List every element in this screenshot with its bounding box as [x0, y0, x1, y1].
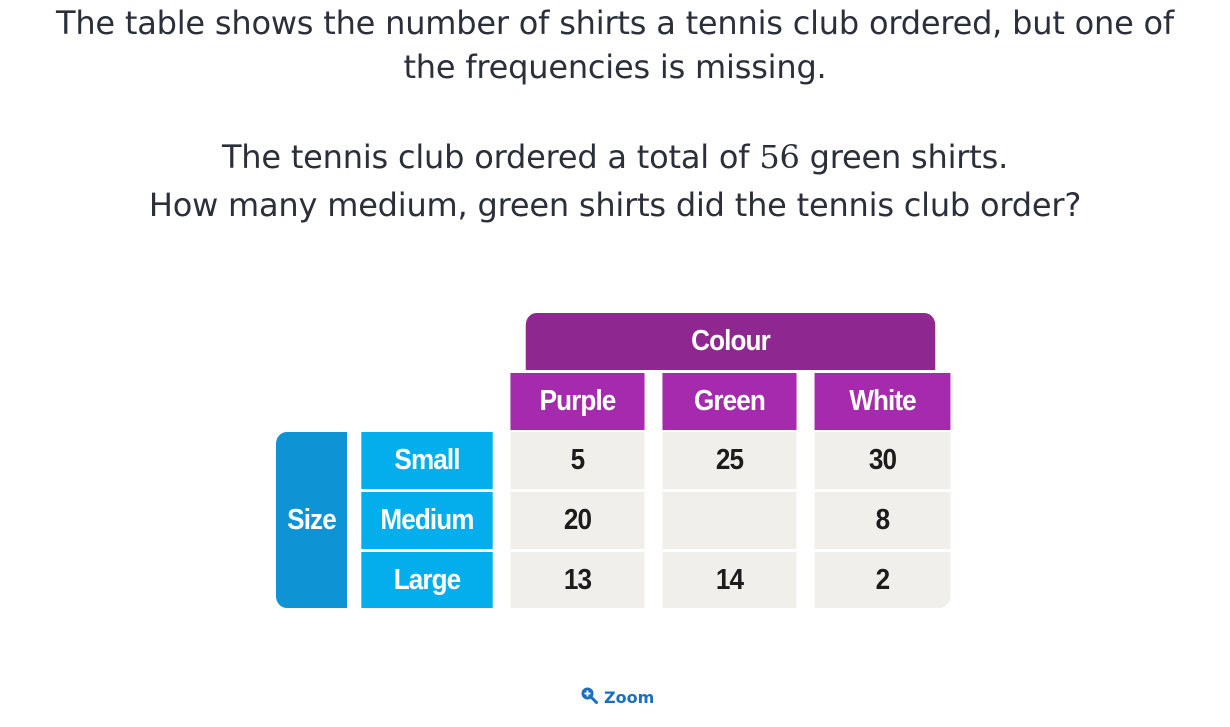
column-header-white: White [814, 373, 951, 430]
question-line-3-end: green shirts. [799, 138, 1009, 176]
row-header-large: Large [361, 552, 493, 608]
colour-group-header: Colour [525, 313, 936, 370]
question-line-3: The tennis club ordered a total of 56 gr… [0, 134, 1230, 180]
column-header-purple: Purple [510, 373, 645, 430]
cell-large-green: 14 [662, 552, 797, 608]
question-line-1: The table shows the number of shirts a t… [55, 4, 1175, 42]
size-group-header: Size [275, 432, 348, 608]
column-header-green: Green [662, 373, 797, 430]
question-line-3-start: The tennis club ordered a total of [221, 138, 760, 176]
cell-small-white: 30 [814, 432, 951, 489]
cell-small-green: 25 [662, 432, 797, 489]
cell-large-purple: 13 [510, 552, 645, 608]
zoom-label: Zoom [604, 687, 655, 707]
cell-medium-green-missing [662, 492, 797, 549]
cell-large-white: 2 [814, 552, 951, 608]
zoom-in-icon [580, 686, 598, 708]
zoom-button[interactable]: Zoom [580, 686, 654, 708]
total-green-number: 56 [759, 138, 800, 176]
row-header-medium: Medium [361, 492, 493, 549]
question-line-4: How many medium, green shirts did the te… [148, 186, 1082, 224]
cell-medium-white: 8 [814, 492, 951, 549]
cell-small-purple: 5 [510, 432, 645, 489]
row-header-small: Small [361, 432, 493, 489]
cell-medium-purple: 20 [510, 492, 645, 549]
question-line-2: the frequencies is missing. [403, 48, 827, 86]
